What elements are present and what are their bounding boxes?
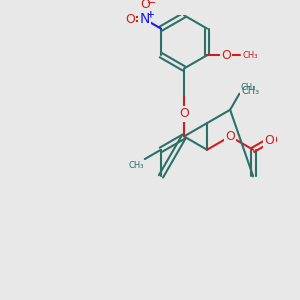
Text: N: N — [140, 12, 150, 26]
Text: CH₃: CH₃ — [240, 83, 256, 92]
Text: O: O — [140, 0, 150, 11]
Text: O: O — [221, 49, 231, 62]
Text: −: − — [147, 0, 155, 8]
Text: O: O — [141, 0, 151, 11]
Text: −: − — [147, 0, 156, 8]
Text: +: + — [146, 10, 154, 20]
Text: O: O — [124, 13, 134, 26]
Text: O: O — [177, 107, 187, 120]
Text: +: + — [146, 10, 153, 19]
Text: O: O — [225, 130, 235, 143]
Text: CH₃: CH₃ — [128, 161, 144, 170]
Text: O: O — [264, 134, 274, 147]
Text: O: O — [225, 130, 235, 143]
Text: O: O — [179, 107, 189, 120]
Text: O: O — [267, 134, 277, 147]
Text: CH₃: CH₃ — [241, 86, 260, 96]
Text: O: O — [125, 13, 135, 26]
Text: CH₃: CH₃ — [242, 51, 258, 60]
Text: N: N — [140, 12, 150, 26]
Text: O: O — [221, 49, 231, 62]
